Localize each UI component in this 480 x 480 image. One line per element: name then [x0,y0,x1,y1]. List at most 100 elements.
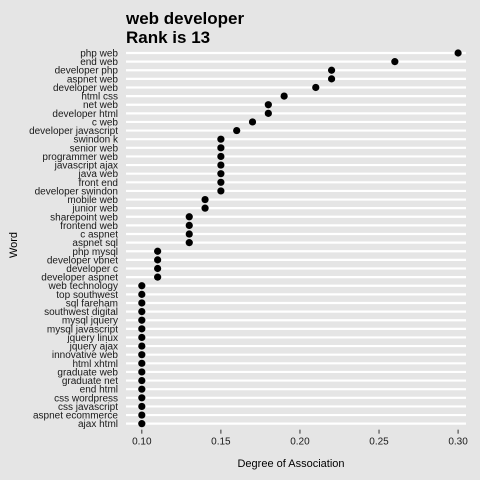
data-point [154,256,162,264]
x-tick-label: 0.30 [448,437,468,448]
y-tick-label: css javascript [58,402,118,413]
data-point [264,101,272,109]
data-point [391,58,399,66]
data-point [217,135,225,143]
y-axis-label: Word [8,232,20,258]
data-point [138,368,146,376]
y-tick-label: sharepoint web [50,212,118,223]
data-point [185,221,193,229]
y-tick-label: junior web [71,204,118,215]
y-tick-label: c aspnet [80,230,118,241]
data-point [154,273,162,281]
x-tick-label: 0.20 [290,437,310,448]
y-tick-label: front end [79,178,118,189]
y-tick-label: southwest digital [44,307,118,318]
y-tick-label: aspnet web [67,74,119,85]
y-tick-label: frontend web [60,221,118,232]
data-point [185,213,193,221]
chart-title-line-2: Rank is 13 [126,28,210,47]
y-tick-label: developer aspnet [41,273,118,284]
data-point [327,75,336,83]
x-tick-label: 0.15 [211,437,231,448]
data-point [138,420,146,428]
data-point [217,152,225,161]
y-tick-label: developer web [53,83,118,94]
y-tick-label: swindon k [74,135,119,146]
y-tick-label: developer php [55,66,119,77]
data-point [201,195,209,204]
data-point [138,282,146,290]
data-point [138,385,146,393]
y-tick-label: javascript ajax [54,161,118,172]
data-point [154,264,162,273]
data-point [138,394,146,402]
y-tick-label: php mysql [72,247,118,258]
y-tick-label: developer c [66,264,118,275]
data-point [217,144,225,152]
data-point [154,247,162,255]
data-point [138,316,146,324]
y-tick-label: developer html [52,109,118,120]
y-tick-label: developer vbnet [47,255,118,266]
data-point [138,359,146,367]
y-tick-label: ajax html [78,419,118,430]
data-point [138,351,146,359]
y-tick-label: css wordpress [54,393,118,404]
y-tick-label: innovative web [52,350,119,361]
data-point [185,230,193,238]
y-tick-label: html css [81,92,118,103]
y-tick-label: c web [92,117,119,128]
y-tick-label: end html [80,385,118,396]
y-tick-label: senior web [70,143,119,154]
data-point [217,161,225,169]
chart-title-line-1: web developer [125,9,244,28]
y-tick-label: net web [83,100,118,111]
y-tick-label: top southwest [56,290,118,301]
data-point [138,376,146,385]
y-tick-label: mysql jquery [62,316,118,327]
y-tick-label: programmer web [42,152,118,163]
data-point [264,109,272,117]
data-point [185,239,193,247]
y-tick-label: developer javascript [29,126,118,137]
y-tick-label: jquery ajax [69,342,118,353]
y-tick-label: aspnet sql [72,238,118,249]
x-tick-label: 0.10 [132,437,152,448]
data-point [312,83,320,92]
plot-area [126,49,466,434]
data-point [138,333,146,342]
data-point [280,92,288,100]
data-point [138,402,146,411]
data-point [217,170,225,178]
x-tick-label: 0.25 [369,437,389,448]
y-tick-label: java web [78,169,119,180]
data-point [138,342,146,350]
data-point [138,308,146,316]
y-tick-label: graduate web [57,367,118,378]
y-tick-label: html xhtml [72,359,118,370]
data-point [327,66,336,74]
data-point [454,49,462,57]
y-tick-label: mobile web [67,195,118,206]
data-point [138,290,146,298]
y-tick-label: jquery linux [66,333,118,344]
data-point [138,299,146,307]
x-axis-label: Degree of Association [237,458,344,470]
y-tick-label: end web [80,57,118,68]
data-point [201,204,209,212]
y-tick-label: aspnet ecommerce [33,411,118,422]
data-point [248,118,257,126]
data-point [138,325,146,333]
data-point [217,178,225,186]
y-tick-label: php web [80,49,118,60]
data-point [233,126,241,135]
x-axis-tick-labels: 0.10 0.15 0.20 0.25 0.30 [132,437,468,448]
y-tick-label: developer swindon [35,186,118,197]
y-tick-label: sql fareham [66,298,118,309]
y-tick-label: web technology [48,281,119,292]
data-point [217,187,225,195]
data-point [138,411,146,419]
